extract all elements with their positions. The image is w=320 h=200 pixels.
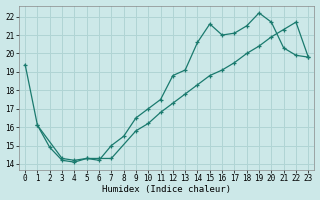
X-axis label: Humidex (Indice chaleur): Humidex (Indice chaleur) bbox=[102, 185, 231, 194]
